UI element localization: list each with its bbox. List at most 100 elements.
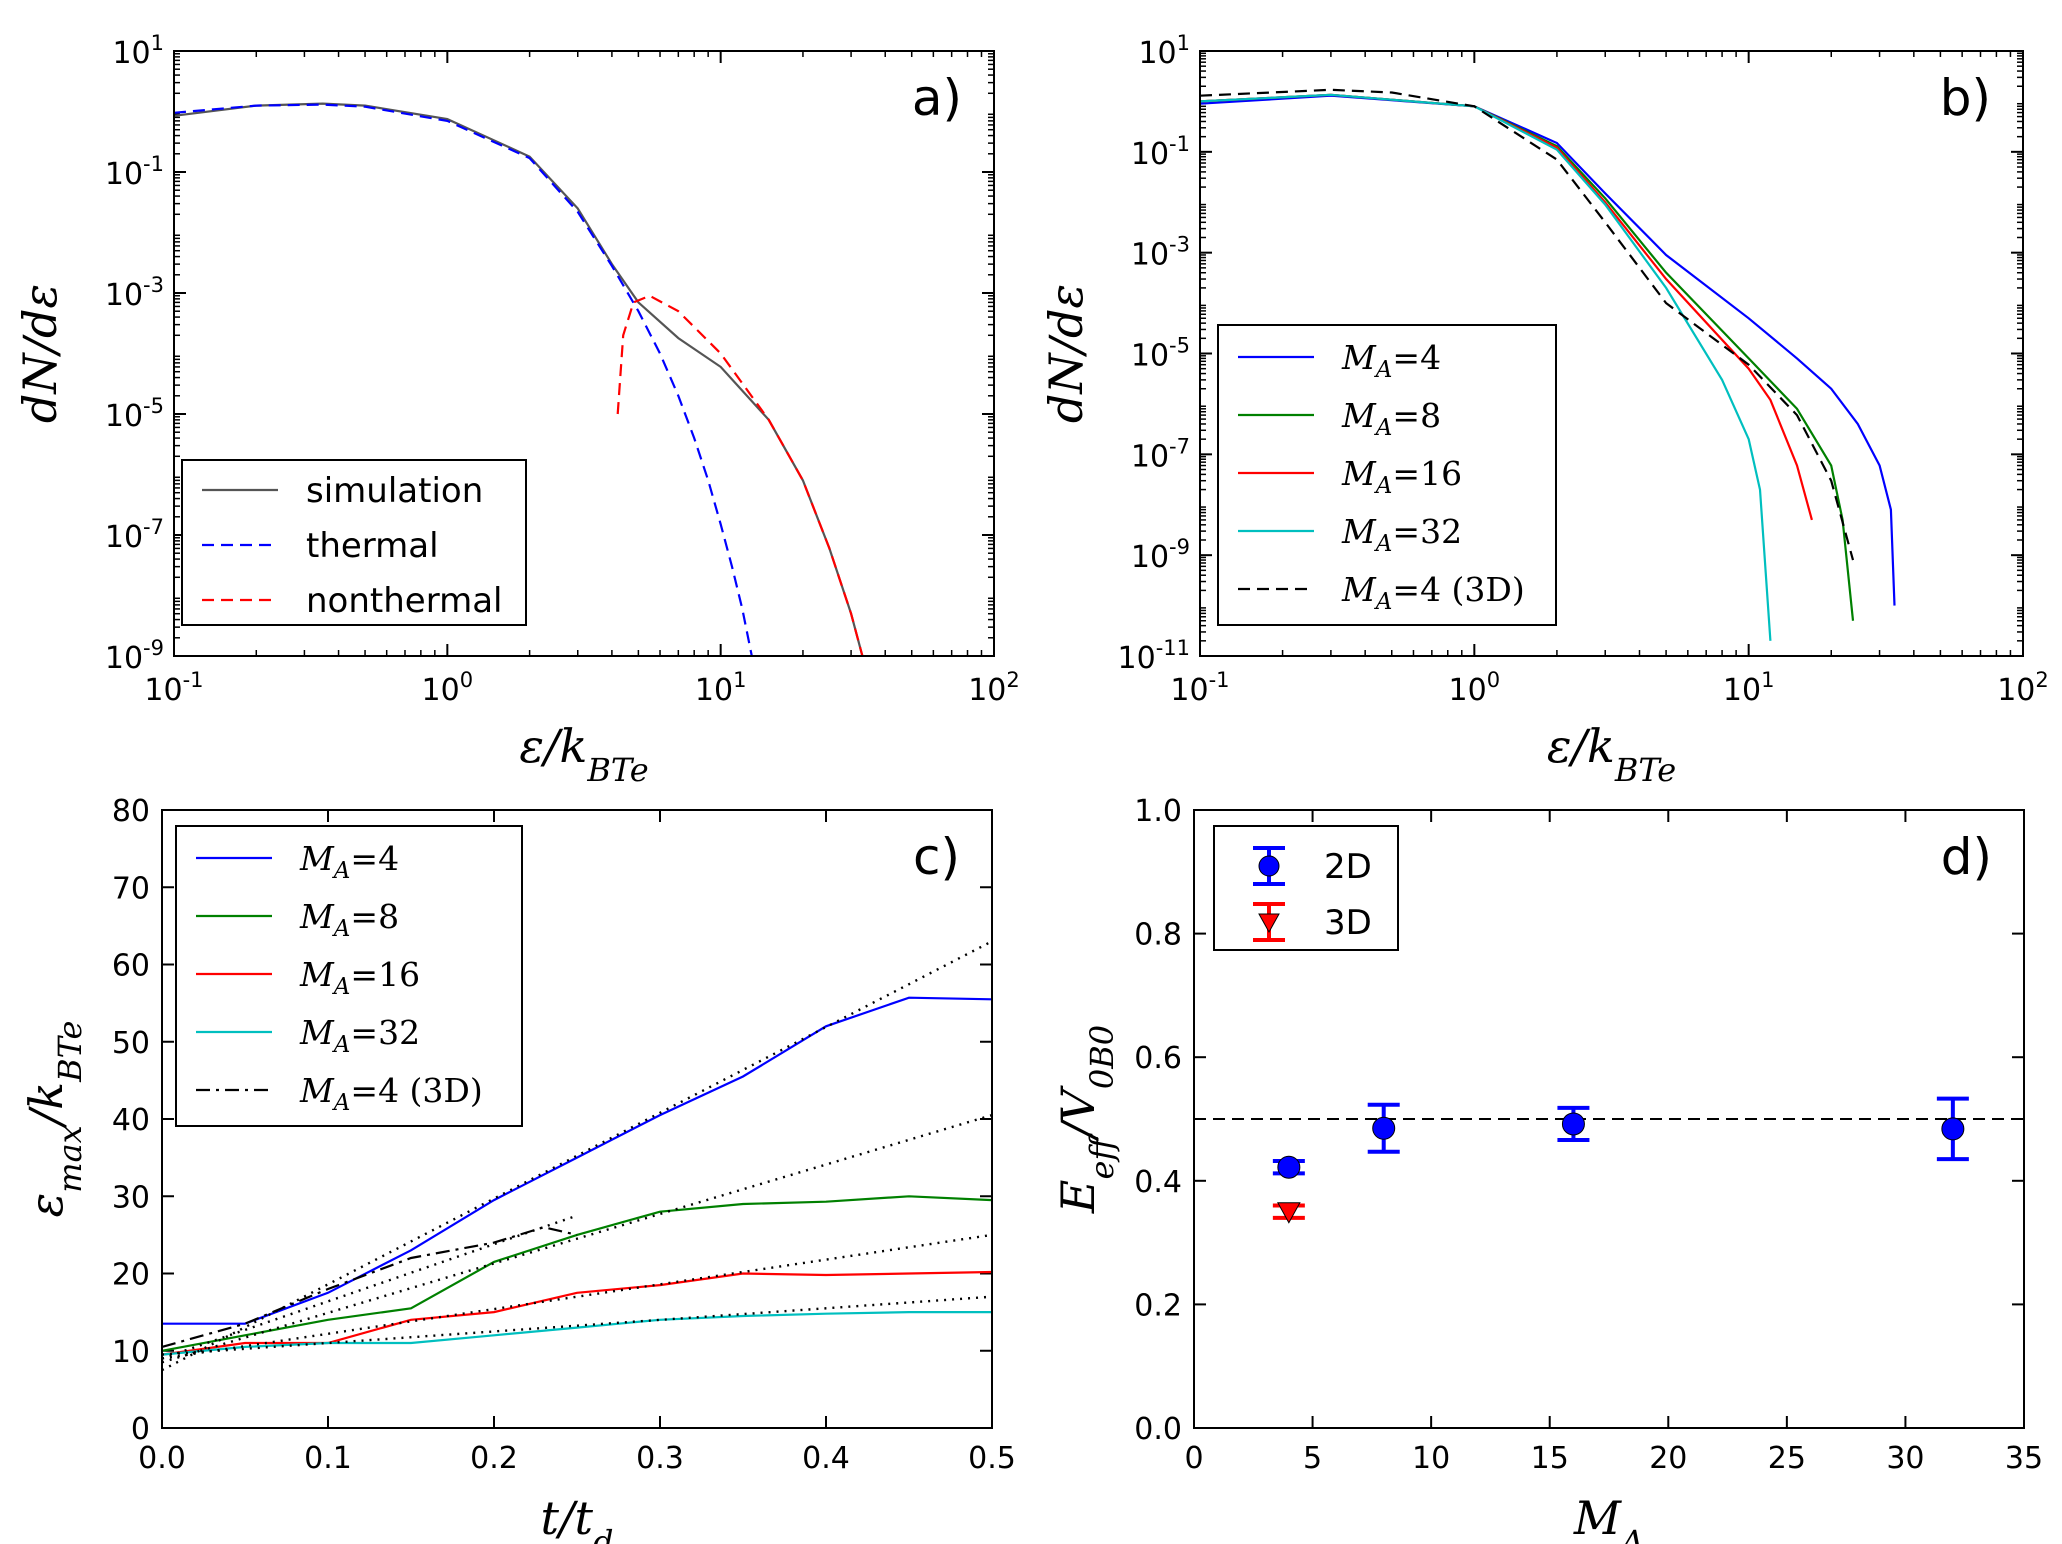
legend-marker — [1258, 913, 1280, 934]
y-tick-label: 10-1 — [1131, 132, 1190, 172]
legend-box — [175, 825, 523, 1127]
y-tick-label: 10-3 — [1131, 233, 1190, 273]
panel-label: b) — [1940, 69, 1991, 127]
series-line-fit-2 — [161, 1113, 993, 1364]
y-tick-label: 10-5 — [1131, 334, 1190, 374]
y-tick-label: 10 — [112, 1335, 150, 1370]
y-tick-label: 10-9 — [105, 636, 164, 676]
y-tick-label: 40 — [112, 1103, 150, 1138]
x-tick-label: 0 — [1184, 1441, 1203, 1476]
legend-label: MA=16 — [299, 955, 420, 1000]
legend-label: thermal — [306, 526, 439, 566]
series-line-M_A=4 (3D) — [1199, 88, 1855, 561]
x-tick-label: 10-1 — [144, 668, 203, 708]
data-point-2D — [1941, 1117, 1965, 1141]
series-line-simulation — [173, 102, 864, 657]
y-tick-label: 20 — [112, 1258, 150, 1293]
x-tick-label: 0.4 — [802, 1441, 850, 1476]
y-tick-label: 0.4 — [1134, 1165, 1182, 1200]
legend-box — [181, 459, 527, 626]
plot-frame — [161, 809, 993, 1429]
x-tick-label: 15 — [1531, 1441, 1569, 1476]
panel-c: 0.0 0.1 0.2 0.3 0.4 0.5 0 10 20 30 40 50 60 70 80 c) t/t… — [19, 794, 1016, 1544]
data-point-3D — [1277, 1202, 1301, 1224]
y-tick-label: 1.0 — [1134, 794, 1182, 829]
y-tick-label: 10-1 — [105, 152, 164, 192]
x-axis-label: MA — [1573, 1491, 1644, 1544]
series-line-M_A=16 — [161, 1270, 993, 1356]
legend-label: MA=4 — [1341, 338, 1441, 383]
y-tick-label: 101 — [1138, 31, 1190, 71]
series-line-M_A=4 (3D) — [161, 1226, 578, 1348]
y-axis-label: εmax/kBTe — [19, 1021, 89, 1218]
x-tick-label: 100 — [1449, 668, 1501, 708]
x-tick-label: 0.3 — [636, 1441, 684, 1476]
data-point-2D — [1277, 1155, 1301, 1179]
y-tick-label: 70 — [112, 871, 150, 906]
data-point-2D — [1372, 1116, 1396, 1140]
legend-label: nonthermal — [306, 581, 502, 621]
y-axis-label: dN/dε — [1039, 284, 1093, 423]
legend-box — [1217, 324, 1557, 626]
x-tick-label: 35 — [2005, 1441, 2043, 1476]
x-tick-label: 0.2 — [470, 1441, 518, 1476]
legend-marker — [1258, 855, 1280, 877]
panel-b: 10-1 100 101 102 10-11 10-9 10-7 10-5 10-3 10-1 10… — [1039, 31, 2049, 789]
x-tick-label: 101 — [1723, 668, 1775, 708]
series-line-fit-4 — [161, 1295, 993, 1356]
y-axis-label: Eeff/V0B0 — [1051, 1025, 1121, 1214]
plot-frame — [1193, 809, 2025, 1429]
y-tick-label: 80 — [112, 794, 150, 829]
plot-frame — [173, 50, 995, 657]
x-axis-label: ε/kBTe — [519, 719, 648, 789]
y-tick-label: 50 — [112, 1026, 150, 1061]
panel-label: c) — [913, 828, 960, 886]
legend-label: simulation — [306, 471, 483, 511]
y-tick-label: 101 — [112, 31, 164, 71]
legend-label: MA=4 — [299, 839, 399, 884]
x-tick-label: 102 — [1997, 668, 2049, 708]
legend-label: 2D — [1324, 847, 1372, 887]
y-tick-label: 0 — [131, 1412, 150, 1447]
panel-label: d) — [1941, 828, 1992, 886]
series-line-fit-3d — [161, 1214, 578, 1360]
x-tick-label: 30 — [1886, 1441, 1924, 1476]
panel-d: 0 5 10 15 20 25 30 35 0.0 0.2 0.4 0.6 0.8 1.0 d) MA Eeff… — [1051, 794, 2043, 1544]
series-line-thermal — [173, 103, 753, 657]
y-tick-label: 60 — [112, 949, 150, 984]
x-axis-label: ε/kBTe — [1547, 719, 1676, 789]
y-tick-label: 10-5 — [105, 394, 164, 434]
x-tick-label: 25 — [1768, 1441, 1806, 1476]
y-tick-label: 30 — [112, 1180, 150, 1215]
series-line-M_A=32 — [161, 1310, 992, 1356]
y-axis-label: dN/dε — [13, 284, 67, 423]
x-tick-label: 0.0 — [138, 1441, 186, 1476]
y-tick-label: 0.8 — [1134, 918, 1182, 953]
y-tick-label: 10-7 — [1131, 434, 1190, 474]
y-tick-label: 0.6 — [1134, 1041, 1182, 1076]
legend-label: MA=32 — [1341, 512, 1462, 557]
data-point-2D — [1561, 1112, 1585, 1136]
series-line-nonthermal — [616, 294, 864, 657]
y-tick-label: 10-7 — [105, 515, 164, 555]
legend-label: MA=32 — [299, 1013, 420, 1058]
y-tick-label: 10-3 — [105, 273, 164, 313]
x-tick-label: 101 — [695, 668, 747, 708]
legend-label: MA=8 — [1341, 396, 1441, 441]
legend-label: MA=4 (3D) — [299, 1071, 483, 1116]
plot-frame — [1199, 50, 2024, 657]
x-axis-label: t/td — [541, 1491, 614, 1544]
x-tick-label: 102 — [968, 668, 1020, 708]
x-tick-label: 10 — [1412, 1441, 1450, 1476]
panel-a: 10-1 100 101 102 10-9 10-7 10-5 10-3 10-1 101 a) ε/… — [13, 31, 1020, 789]
legend-label: 3D — [1324, 903, 1372, 943]
y-tick-label: 0.2 — [1134, 1288, 1182, 1323]
legend-label: MA=4 (3D) — [1341, 570, 1525, 615]
y-tick-label: 10-11 — [1118, 636, 1191, 676]
x-tick-label: 0.5 — [968, 1441, 1016, 1476]
series-line-M_A=4 — [162, 996, 993, 1325]
series-line-fit-3 — [161, 1233, 993, 1360]
x-tick-label: 10-1 — [1170, 668, 1229, 708]
legend-label: MA=8 — [299, 897, 399, 942]
